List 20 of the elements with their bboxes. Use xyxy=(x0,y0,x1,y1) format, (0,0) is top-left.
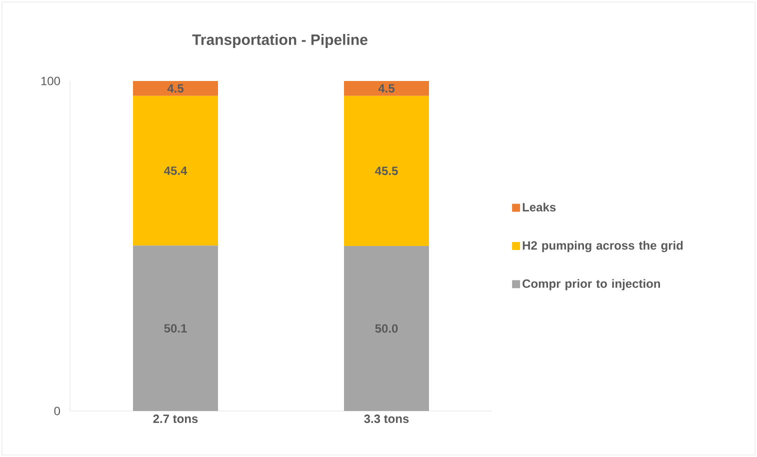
legend-label: Compr prior to injection xyxy=(522,279,660,290)
data-label: 45.5 xyxy=(375,166,398,176)
data-label: 4.5 xyxy=(378,84,395,93)
bar xyxy=(133,246,218,411)
x-tick-label: 3.3 tons xyxy=(364,414,409,424)
data-label: 4.5 xyxy=(167,84,184,93)
legend-label: Leaks xyxy=(522,202,556,212)
y-tick-label: 100 xyxy=(41,76,60,86)
data-label: 45.4 xyxy=(164,166,188,175)
y-tick-label: 0 xyxy=(54,406,60,416)
bar xyxy=(344,80,429,96)
x-tick-label: 2.7 tons xyxy=(153,414,198,424)
legend-label: H2 pumping across the grid xyxy=(522,240,683,252)
chart-title: Transportation - Pipeline xyxy=(192,34,368,48)
bar xyxy=(133,80,218,96)
bar xyxy=(344,246,429,411)
data-label: 50.0 xyxy=(375,324,398,333)
bar xyxy=(344,96,429,246)
bar xyxy=(133,96,218,246)
data-label: 50.1 xyxy=(164,324,187,333)
